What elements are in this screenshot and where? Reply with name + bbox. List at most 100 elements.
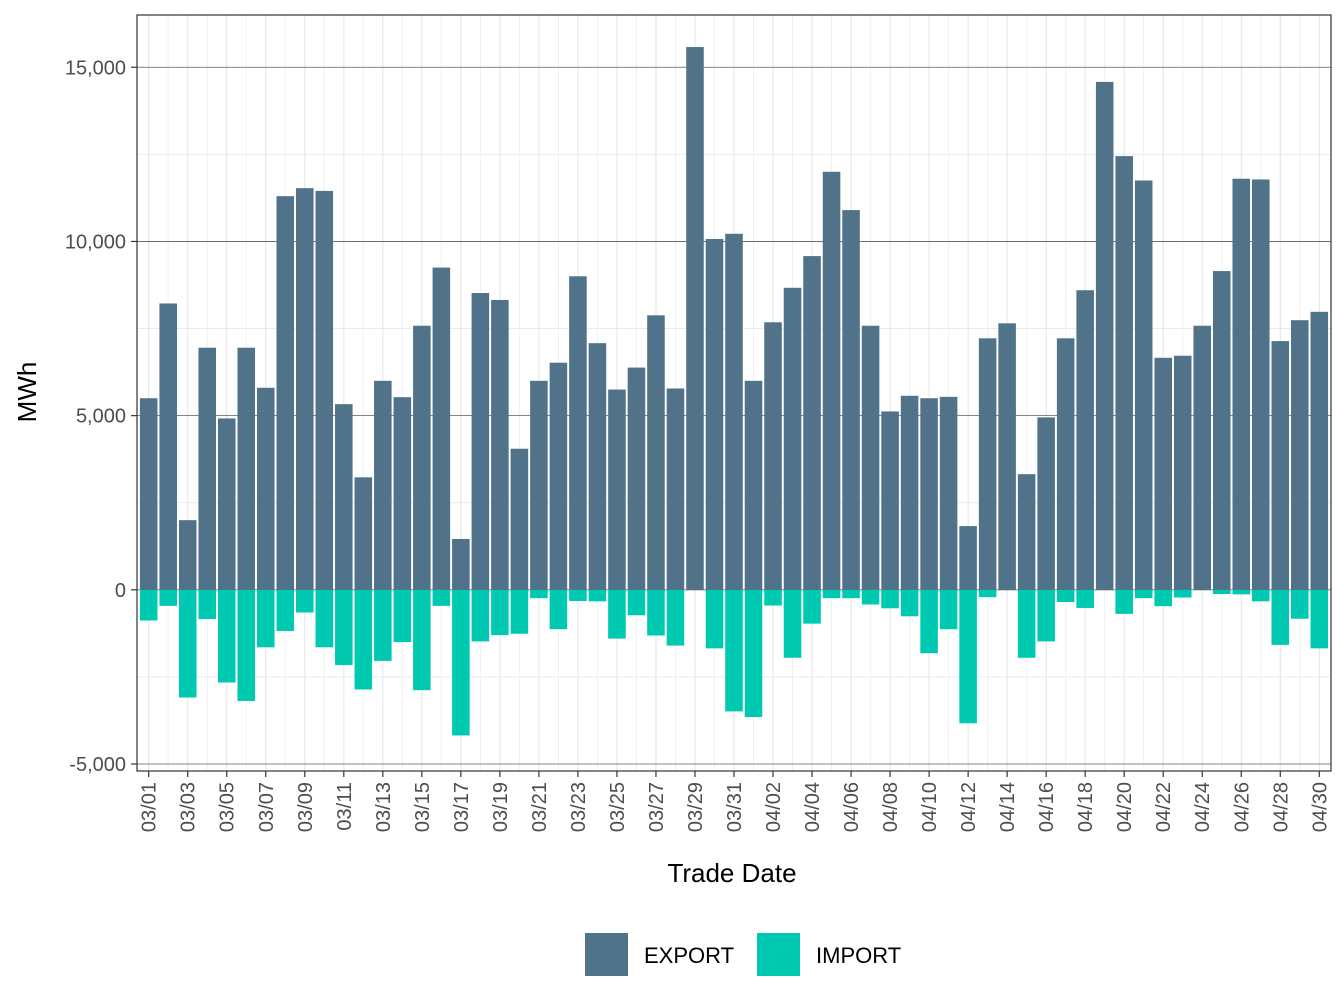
bar-export-04-18 — [1076, 290, 1094, 590]
x-tick-label: 03/13 — [373, 782, 395, 832]
bar-import-04-26 — [1232, 589, 1251, 595]
bar-import-03-30 — [705, 589, 724, 649]
bar-import-04-11 — [939, 589, 958, 630]
bar-export-04-26 — [1232, 178, 1251, 590]
bar-export-04-16 — [1037, 417, 1055, 590]
bar-import-04-25 — [1212, 589, 1231, 595]
bar-import-04-06 — [842, 589, 860, 599]
x-tick-label: 03/31 — [724, 782, 746, 832]
bar-export-03-08 — [276, 196, 295, 590]
bar-import-03-01 — [139, 589, 158, 621]
bar-import-04-04 — [803, 589, 821, 624]
bar-import-04-18 — [1076, 589, 1094, 608]
y-axis-title: MWh — [12, 362, 42, 423]
x-tick-label: 04/18 — [1075, 782, 1097, 832]
bar-import-03-14 — [393, 589, 412, 643]
y-tick-label: 5,000 — [76, 406, 126, 428]
bar-export-03-27 — [647, 315, 665, 590]
y-tick-label: 15,000 — [65, 57, 126, 79]
x-tick-label: 04/12 — [958, 782, 980, 832]
bar-import-03-07 — [256, 589, 275, 648]
bar-import-03-16 — [432, 589, 451, 606]
bar-export-04-28 — [1271, 341, 1290, 590]
bar-import-03-23 — [569, 589, 587, 601]
x-tick-label: 04/14 — [997, 782, 1019, 832]
bar-import-03-15 — [413, 589, 431, 691]
bar-import-03-25 — [608, 589, 626, 639]
bar-export-04-07 — [861, 325, 880, 590]
bar-export-03-07 — [256, 387, 275, 590]
bar-export-03-22 — [549, 362, 568, 590]
bar-import-04-17 — [1056, 589, 1075, 603]
bar-export-04-03 — [783, 287, 802, 590]
x-tick-label: 04/06 — [841, 782, 863, 832]
bar-import-03-26 — [627, 589, 646, 616]
bar-import-04-20 — [1115, 589, 1133, 614]
x-tick-label: 04/22 — [1153, 782, 1175, 832]
bar-export-04-06 — [842, 210, 860, 590]
bar-import-04-30 — [1310, 589, 1329, 649]
bar-export-03-14 — [393, 397, 412, 590]
bar-export-03-15 — [413, 325, 431, 590]
bar-import-03-17 — [452, 589, 470, 736]
bar-export-04-27 — [1251, 179, 1270, 590]
bar-export-03-24 — [588, 343, 607, 590]
bar-import-04-03 — [783, 589, 802, 658]
x-tick-label: 03/25 — [607, 782, 629, 832]
bar-import-03-05 — [217, 589, 236, 683]
bar-export-04-10 — [920, 398, 938, 590]
bar-import-03-31 — [725, 589, 743, 712]
bar-export-03-16 — [432, 267, 451, 590]
bar-import-03-20 — [510, 589, 529, 634]
bar-export-04-22 — [1154, 357, 1172, 590]
bar-import-03-09 — [296, 589, 314, 613]
bar-export-03-20 — [510, 448, 529, 590]
x-tick-label: 04/30 — [1309, 782, 1331, 832]
bar-export-04-15 — [1017, 474, 1036, 590]
bar-import-03-02 — [159, 589, 177, 606]
bar-import-04-09 — [900, 589, 919, 617]
bar-export-03-21 — [530, 380, 548, 590]
bar-export-04-05 — [822, 171, 841, 590]
bar-export-04-23 — [1173, 355, 1192, 590]
bar-import-04-07 — [861, 589, 880, 605]
y-tick-label: 0 — [115, 580, 126, 602]
x-tick-label: 03/07 — [256, 782, 278, 832]
y-tick-label: -5,000 — [69, 754, 126, 776]
bar-export-03-05 — [217, 418, 236, 590]
bar-import-03-28 — [666, 589, 685, 646]
bar-export-04-12 — [959, 526, 977, 590]
x-tick-label: 04/08 — [880, 782, 902, 832]
bar-import-03-06 — [237, 589, 256, 701]
x-tick-label: 03/01 — [139, 782, 161, 832]
x-tick-label: 03/17 — [451, 782, 473, 832]
x-tick-label: 03/27 — [646, 782, 668, 832]
bar-export-03-30 — [705, 239, 724, 590]
bar-import-03-24 — [588, 589, 607, 602]
x-tick-label: 03/11 — [334, 782, 356, 831]
bar-export-04-04 — [803, 256, 821, 590]
bar-export-04-21 — [1134, 180, 1153, 590]
x-axis-title: Trade Date — [667, 858, 796, 888]
x-tick-label: 04/26 — [1231, 782, 1253, 832]
bar-export-04-13 — [978, 338, 997, 590]
bar-export-03-10 — [315, 190, 334, 590]
x-tick-label: 04/24 — [1192, 782, 1214, 832]
x-tick-label: 04/10 — [919, 782, 941, 832]
bar-import-03-04 — [198, 589, 217, 620]
bar-import-03-03 — [178, 589, 197, 698]
bar-import-03-12 — [354, 589, 373, 690]
bar-import-04-28 — [1271, 589, 1290, 645]
x-tick-label: 03/03 — [178, 782, 200, 832]
bar-export-03-11 — [335, 404, 353, 590]
bar-import-04-15 — [1017, 589, 1036, 658]
axes: -5,000 0 5,000 10,000 15,000 03/01 03/03 03/05 0… — [65, 57, 1331, 832]
x-tick-label: 04/20 — [1114, 782, 1136, 832]
bar-export-04-14 — [998, 323, 1016, 590]
bar-import-03-10 — [315, 589, 334, 648]
bar-export-03-29 — [686, 47, 704, 590]
bar-import-04-02 — [764, 589, 782, 606]
bar-export-03-02 — [159, 303, 177, 590]
bar-import-04-08 — [881, 589, 899, 609]
bar-import-03-19 — [491, 589, 509, 636]
